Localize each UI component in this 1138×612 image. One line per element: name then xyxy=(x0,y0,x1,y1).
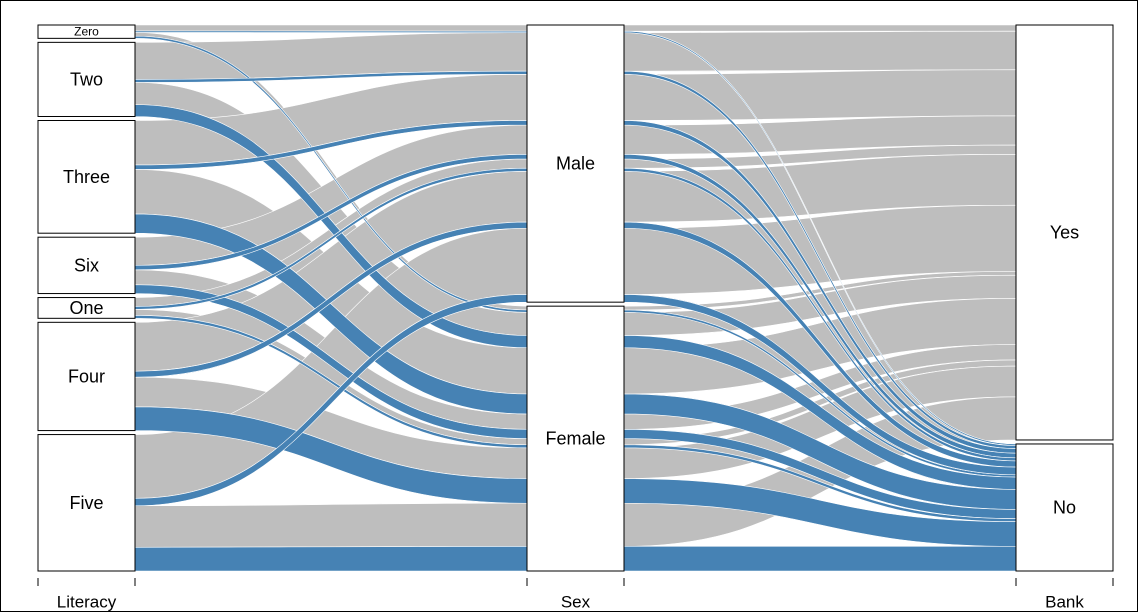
flow-three-male-yes-segment-2 xyxy=(623,69,1017,121)
node-label-five: Five xyxy=(69,493,103,513)
axis-label-literacy: Literacy xyxy=(57,593,117,612)
node-sex-female: Female xyxy=(526,305,625,572)
axis-layer: Literacy Sex Bank xyxy=(37,578,1114,612)
node-label-female: Female xyxy=(545,429,605,449)
flow-five-female-no-segment-1 xyxy=(134,546,528,572)
nodes-layer: Zero Two Three Six One Four Five Male Female Yes N… xyxy=(37,24,1114,572)
node-literacy-four: Four xyxy=(37,321,136,432)
node-literacy-two: Two xyxy=(37,41,136,117)
node-label-zero: Zero xyxy=(74,25,99,39)
node-sex-male: Male xyxy=(526,24,625,303)
node-box-zero xyxy=(37,24,136,39)
flow-zero-male-no-segment-1 xyxy=(134,30,528,33)
node-label-six: Six xyxy=(74,255,99,275)
node-label-two: Two xyxy=(70,69,103,89)
node-box-no xyxy=(1015,443,1114,572)
flow-zero-male-yes-segment-1 xyxy=(134,24,528,32)
node-label-yes: Yes xyxy=(1050,222,1079,242)
node-label-three: Three xyxy=(63,167,110,187)
flows-layer xyxy=(134,24,1017,572)
node-box-two xyxy=(37,41,136,117)
node-box-yes xyxy=(1015,24,1114,441)
node-box-five xyxy=(37,434,136,572)
node-box-male xyxy=(526,24,625,303)
node-bank-no: No xyxy=(1015,443,1114,572)
node-bank-yes: Yes xyxy=(1015,24,1114,441)
node-label-male: Male xyxy=(556,154,595,174)
node-box-female xyxy=(526,305,625,572)
node-box-three xyxy=(37,119,136,234)
node-box-four xyxy=(37,321,136,432)
flow-zero-male-yes-segment-2 xyxy=(623,24,1017,32)
node-literacy-three: Three xyxy=(37,119,136,234)
node-literacy-six: Six xyxy=(37,236,136,295)
node-literacy-one: One xyxy=(37,297,136,319)
node-literacy-five: Five xyxy=(37,434,136,572)
node-label-four: Four xyxy=(68,366,105,386)
axis-label-bank: Bank xyxy=(1045,593,1084,612)
flow-five-female-no-segment-2 xyxy=(623,546,1017,572)
node-box-one xyxy=(37,297,136,319)
flow-five-female-yes-segment-1 xyxy=(134,502,528,548)
node-literacy-zero: Zero xyxy=(37,24,136,39)
node-box-six xyxy=(37,236,136,295)
node-label-no: No xyxy=(1053,497,1076,517)
flow-two-male-yes-segment-2 xyxy=(623,30,1017,72)
node-label-one: One xyxy=(69,298,103,318)
axis-label-sex: Sex xyxy=(561,593,591,612)
